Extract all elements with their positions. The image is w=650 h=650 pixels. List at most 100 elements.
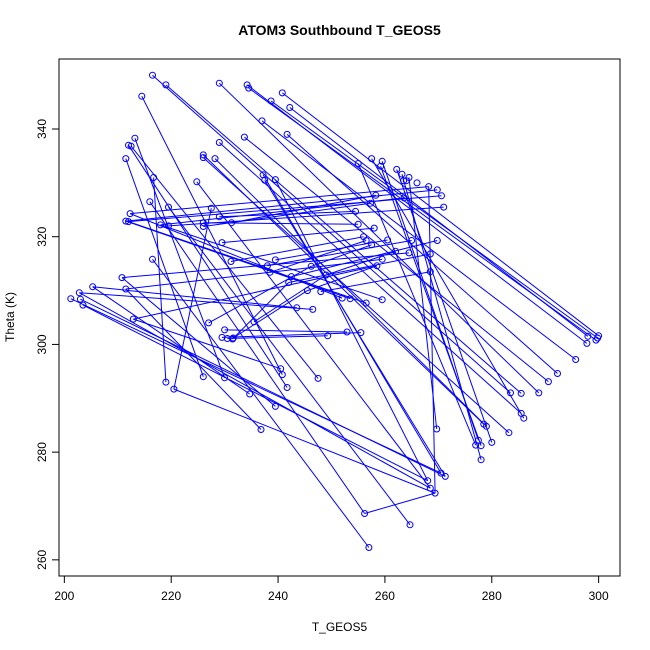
data-point-29 xyxy=(413,179,421,187)
series-segment-67 xyxy=(253,274,327,323)
series-segment-77 xyxy=(92,286,250,395)
series-segment-34 xyxy=(168,206,411,526)
data-point-19 xyxy=(199,154,207,162)
data-point-68 xyxy=(271,256,279,264)
data-point-48 xyxy=(199,219,207,227)
series-segment-64 xyxy=(79,292,313,310)
series-segment-70 xyxy=(227,335,328,339)
data-point-137 xyxy=(477,456,485,464)
data-point-52 xyxy=(165,222,172,230)
data-point-63 xyxy=(218,239,226,247)
data-point-117 xyxy=(199,373,207,381)
data-point-79 xyxy=(426,268,434,276)
data-point-86 xyxy=(76,295,84,303)
series-segment-25 xyxy=(401,174,482,460)
series-segment-36 xyxy=(173,208,212,390)
data-point-67 xyxy=(149,255,156,263)
series-segment-8 xyxy=(289,107,589,337)
data-point-111 xyxy=(554,370,561,377)
data-point-44 xyxy=(207,204,215,212)
data-point-140 xyxy=(424,477,432,485)
data-point-25 xyxy=(398,170,406,178)
data-point-98 xyxy=(343,328,351,336)
data-point-112 xyxy=(544,378,552,386)
series-segment-2 xyxy=(218,82,540,394)
data-point-139 xyxy=(441,472,449,480)
series-segment-75 xyxy=(82,304,428,482)
series-segment-44 xyxy=(219,210,356,218)
data-point-136 xyxy=(488,438,496,446)
series-segment-65 xyxy=(133,265,378,320)
data-point-11 xyxy=(131,134,139,142)
y-tick-label-340: 340 xyxy=(35,119,49,139)
series-segment-69 xyxy=(221,332,361,338)
data-point-22 xyxy=(354,160,362,167)
x-tick-label-280: 280 xyxy=(482,589,502,603)
data-point-95 xyxy=(205,319,213,327)
chart-title: ATOM3 Southbound T_GEOS5 xyxy=(238,22,441,38)
data-point-130 xyxy=(257,426,265,433)
data-point-47 xyxy=(215,213,223,221)
data-point-96 xyxy=(250,318,258,326)
series-segment-82 xyxy=(173,388,436,494)
x-axis: 200 220 240 260 280 300 xyxy=(54,575,609,603)
data-point-65 xyxy=(405,249,413,257)
data-point-37 xyxy=(438,192,445,200)
series-segment-24 xyxy=(396,169,493,443)
data-point-103 xyxy=(229,334,237,342)
series-segment-18 xyxy=(214,158,487,427)
data-point-28 xyxy=(400,177,408,185)
data-point-49 xyxy=(122,217,130,225)
data-point-89 xyxy=(362,299,370,307)
data-point-1 xyxy=(162,81,170,89)
data-point-0 xyxy=(149,71,156,79)
data-point-125 xyxy=(271,402,279,410)
series-segment-74 xyxy=(80,298,446,477)
data-point-142 xyxy=(431,489,439,497)
data-point-121 xyxy=(246,390,254,398)
series-segment-33 xyxy=(149,201,366,514)
data-point-8 xyxy=(286,104,294,111)
series-segment-61 xyxy=(128,221,367,304)
series-segment-54 xyxy=(121,252,410,279)
data-point-100 xyxy=(218,333,226,341)
data-point-41 xyxy=(367,199,374,207)
data-point-55 xyxy=(354,220,362,228)
data-point-24 xyxy=(393,165,401,173)
series-segment-32 xyxy=(428,186,436,494)
data-point-132 xyxy=(505,429,513,437)
data-point-45 xyxy=(352,207,359,215)
data-point-143 xyxy=(361,510,369,517)
series-segment-49 xyxy=(267,240,412,267)
series-segment-79 xyxy=(125,288,262,430)
data-point-71 xyxy=(263,262,271,270)
data-point-18 xyxy=(211,155,219,163)
data-point-58 xyxy=(384,236,392,244)
data-point-109 xyxy=(583,339,591,347)
series-segment-14 xyxy=(128,144,288,388)
data-point-122 xyxy=(507,389,514,397)
data-point-93 xyxy=(309,305,317,313)
y-axis-label: Theta (K) xyxy=(3,292,17,342)
series-segment-12 xyxy=(286,134,558,374)
data-point-118 xyxy=(162,378,170,386)
x-tick-label-300: 300 xyxy=(589,589,609,603)
data-point-97 xyxy=(221,326,229,334)
series-segment-78 xyxy=(121,277,276,407)
data-point-76 xyxy=(322,271,330,279)
data-point-43 xyxy=(165,203,172,211)
series-segment-6 xyxy=(141,95,283,375)
data-point-87 xyxy=(338,294,346,302)
data-point-61 xyxy=(433,237,441,244)
data-point-38 xyxy=(400,194,408,202)
data-point-107 xyxy=(592,336,600,344)
data-point-99 xyxy=(357,329,365,337)
data-point-16 xyxy=(122,155,130,163)
series-segment-1 xyxy=(165,84,522,394)
series-points xyxy=(67,71,603,551)
series-segment-46 xyxy=(221,227,375,244)
data-point-15 xyxy=(127,142,135,150)
data-point-35 xyxy=(425,183,433,191)
series-segment-39 xyxy=(128,195,442,223)
data-point-9 xyxy=(258,117,266,125)
